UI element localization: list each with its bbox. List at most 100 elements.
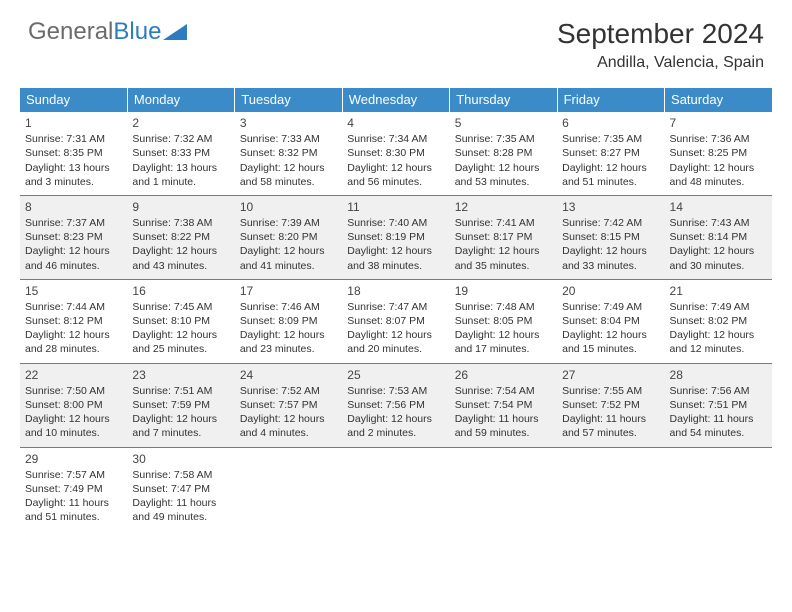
day-sunrise: Sunrise: 7:46 AM xyxy=(240,300,338,314)
day-sunset: Sunset: 7:56 PM xyxy=(347,398,445,412)
day-header: Tuesday xyxy=(235,88,342,112)
day-sunset: Sunset: 7:49 PM xyxy=(25,482,123,496)
day-sunrise: Sunrise: 7:43 AM xyxy=(670,216,768,230)
day-daylight2: and 43 minutes. xyxy=(132,259,230,273)
day-sunrise: Sunrise: 7:36 AM xyxy=(670,132,768,146)
day-sunset: Sunset: 8:07 PM xyxy=(347,314,445,328)
day-sunrise: Sunrise: 7:38 AM xyxy=(132,216,230,230)
day-sunset: Sunset: 7:59 PM xyxy=(132,398,230,412)
day-daylight2: and 58 minutes. xyxy=(240,175,338,189)
day-daylight1: Daylight: 11 hours xyxy=(25,496,123,510)
day-cell xyxy=(450,447,557,530)
day-sunset: Sunset: 8:27 PM xyxy=(562,146,660,160)
day-sunset: Sunset: 8:35 PM xyxy=(25,146,123,160)
day-sunset: Sunset: 8:28 PM xyxy=(455,146,553,160)
title-block: September 2024 Andilla, Valencia, Spain xyxy=(557,18,764,72)
day-sunset: Sunset: 7:51 PM xyxy=(670,398,768,412)
day-daylight1: Daylight: 12 hours xyxy=(562,161,660,175)
day-cell: 8Sunrise: 7:37 AMSunset: 8:23 PMDaylight… xyxy=(20,195,127,279)
day-cell: 17Sunrise: 7:46 AMSunset: 8:09 PMDayligh… xyxy=(235,279,342,363)
day-sunrise: Sunrise: 7:37 AM xyxy=(25,216,123,230)
day-sunrise: Sunrise: 7:40 AM xyxy=(347,216,445,230)
day-cell xyxy=(557,447,664,530)
day-sunset: Sunset: 8:19 PM xyxy=(347,230,445,244)
day-daylight2: and 53 minutes. xyxy=(455,175,553,189)
day-sunset: Sunset: 8:20 PM xyxy=(240,230,338,244)
day-number: 9 xyxy=(132,199,230,215)
day-daylight1: Daylight: 12 hours xyxy=(670,244,768,258)
day-sunrise: Sunrise: 7:34 AM xyxy=(347,132,445,146)
header: GeneralBlue September 2024 Andilla, Vale… xyxy=(0,0,792,80)
day-cell: 3Sunrise: 7:33 AMSunset: 8:32 PMDaylight… xyxy=(235,112,342,196)
day-number: 14 xyxy=(670,199,768,215)
day-number: 17 xyxy=(240,283,338,299)
day-daylight2: and 3 minutes. xyxy=(25,175,123,189)
day-daylight1: Daylight: 12 hours xyxy=(240,412,338,426)
day-number: 11 xyxy=(347,199,445,215)
day-sunrise: Sunrise: 7:53 AM xyxy=(347,384,445,398)
day-cell xyxy=(235,447,342,530)
day-number: 15 xyxy=(25,283,123,299)
day-cell: 7Sunrise: 7:36 AMSunset: 8:25 PMDaylight… xyxy=(665,112,772,196)
day-daylight2: and 7 minutes. xyxy=(132,426,230,440)
day-cell: 10Sunrise: 7:39 AMSunset: 8:20 PMDayligh… xyxy=(235,195,342,279)
week-row: 22Sunrise: 7:50 AMSunset: 8:00 PMDayligh… xyxy=(20,363,772,447)
day-sunrise: Sunrise: 7:56 AM xyxy=(670,384,768,398)
day-daylight1: Daylight: 11 hours xyxy=(132,496,230,510)
day-daylight1: Daylight: 11 hours xyxy=(562,412,660,426)
day-daylight2: and 49 minutes. xyxy=(132,510,230,524)
day-daylight1: Daylight: 12 hours xyxy=(25,328,123,342)
day-cell: 14Sunrise: 7:43 AMSunset: 8:14 PMDayligh… xyxy=(665,195,772,279)
day-daylight1: Daylight: 12 hours xyxy=(240,161,338,175)
logo: GeneralBlue xyxy=(28,18,189,46)
day-sunset: Sunset: 8:23 PM xyxy=(25,230,123,244)
day-cell: 4Sunrise: 7:34 AMSunset: 8:30 PMDaylight… xyxy=(342,112,449,196)
day-number: 8 xyxy=(25,199,123,215)
day-cell: 12Sunrise: 7:41 AMSunset: 8:17 PMDayligh… xyxy=(450,195,557,279)
day-sunset: Sunset: 8:04 PM xyxy=(562,314,660,328)
day-daylight2: and 20 minutes. xyxy=(347,342,445,356)
day-daylight2: and 48 minutes. xyxy=(670,175,768,189)
day-sunrise: Sunrise: 7:31 AM xyxy=(25,132,123,146)
day-sunset: Sunset: 8:12 PM xyxy=(25,314,123,328)
day-sunrise: Sunrise: 7:32 AM xyxy=(132,132,230,146)
day-daylight1: Daylight: 12 hours xyxy=(240,328,338,342)
day-number: 16 xyxy=(132,283,230,299)
week-row: 15Sunrise: 7:44 AMSunset: 8:12 PMDayligh… xyxy=(20,279,772,363)
day-sunrise: Sunrise: 7:49 AM xyxy=(562,300,660,314)
day-cell: 13Sunrise: 7:42 AMSunset: 8:15 PMDayligh… xyxy=(557,195,664,279)
day-daylight2: and 2 minutes. xyxy=(347,426,445,440)
day-sunrise: Sunrise: 7:57 AM xyxy=(25,468,123,482)
day-sunset: Sunset: 8:33 PM xyxy=(132,146,230,160)
day-daylight2: and 35 minutes. xyxy=(455,259,553,273)
day-sunrise: Sunrise: 7:52 AM xyxy=(240,384,338,398)
day-header: Sunday xyxy=(20,88,127,112)
day-daylight1: Daylight: 12 hours xyxy=(670,161,768,175)
day-sunrise: Sunrise: 7:45 AM xyxy=(132,300,230,314)
day-sunset: Sunset: 7:57 PM xyxy=(240,398,338,412)
day-number: 5 xyxy=(455,115,553,131)
day-sunset: Sunset: 8:02 PM xyxy=(670,314,768,328)
day-sunset: Sunset: 7:52 PM xyxy=(562,398,660,412)
calendar-table: Sunday Monday Tuesday Wednesday Thursday… xyxy=(20,88,772,530)
day-sunrise: Sunrise: 7:35 AM xyxy=(455,132,553,146)
day-sunrise: Sunrise: 7:54 AM xyxy=(455,384,553,398)
day-daylight1: Daylight: 12 hours xyxy=(347,161,445,175)
day-header: Saturday xyxy=(665,88,772,112)
day-cell: 29Sunrise: 7:57 AMSunset: 7:49 PMDayligh… xyxy=(20,447,127,530)
day-daylight2: and 17 minutes. xyxy=(455,342,553,356)
day-daylight1: Daylight: 12 hours xyxy=(347,412,445,426)
day-daylight1: Daylight: 12 hours xyxy=(132,328,230,342)
day-sunrise: Sunrise: 7:55 AM xyxy=(562,384,660,398)
day-daylight2: and 25 minutes. xyxy=(132,342,230,356)
day-number: 19 xyxy=(455,283,553,299)
day-daylight2: and 59 minutes. xyxy=(455,426,553,440)
day-sunset: Sunset: 8:14 PM xyxy=(670,230,768,244)
day-sunrise: Sunrise: 7:48 AM xyxy=(455,300,553,314)
day-daylight2: and 56 minutes. xyxy=(347,175,445,189)
day-daylight1: Daylight: 12 hours xyxy=(132,244,230,258)
day-cell: 11Sunrise: 7:40 AMSunset: 8:19 PMDayligh… xyxy=(342,195,449,279)
logo-text-1: General xyxy=(28,18,113,46)
day-daylight2: and 28 minutes. xyxy=(25,342,123,356)
day-daylight1: Daylight: 13 hours xyxy=(132,161,230,175)
